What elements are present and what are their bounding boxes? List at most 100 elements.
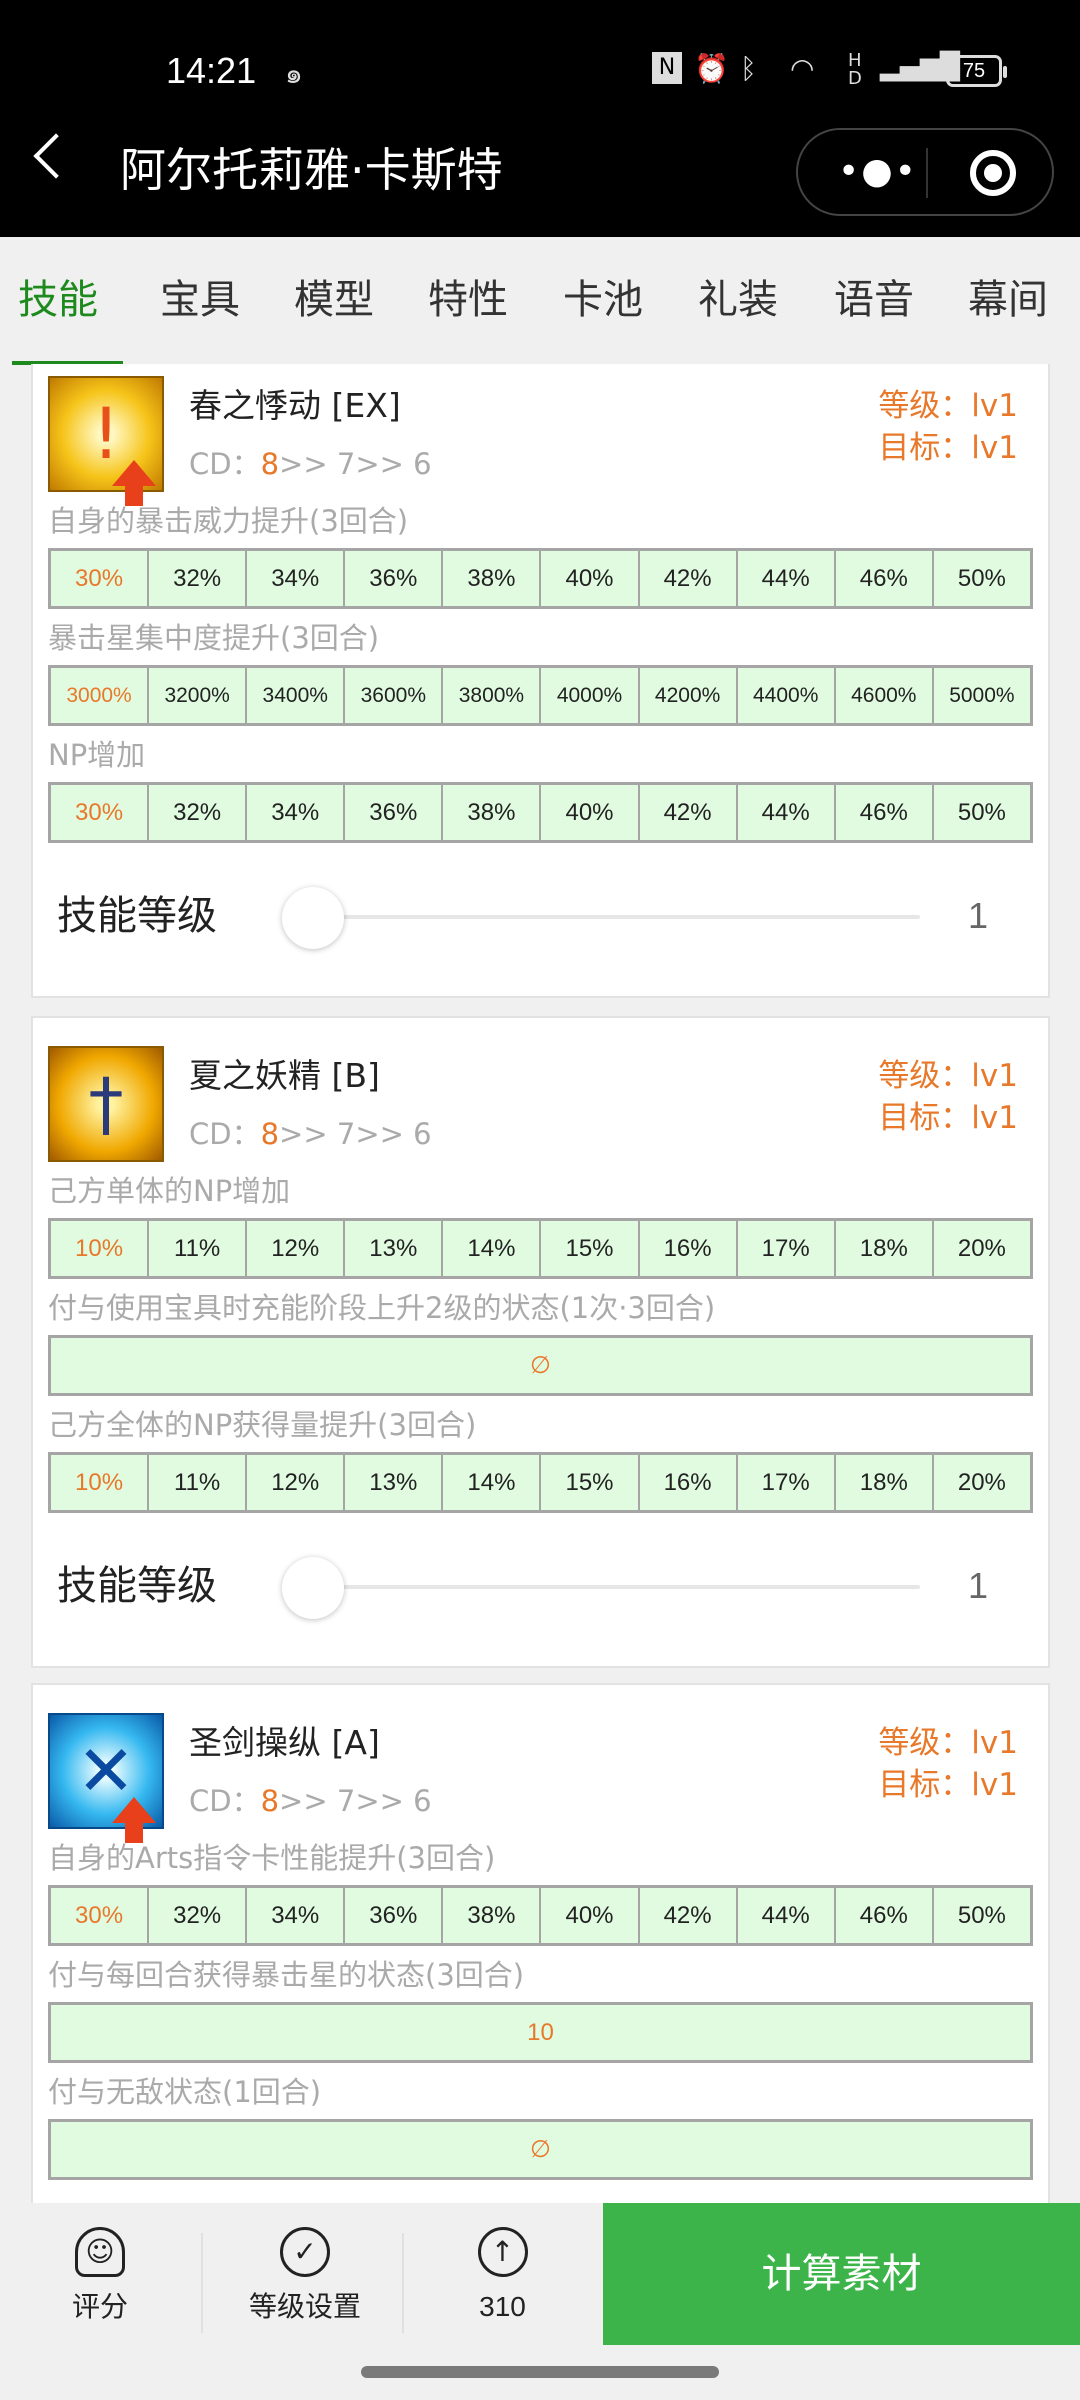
tab-bar: 技能 宝具 模型 特性 卡池 礼装 语音 幕间 [0, 237, 1080, 365]
level-settings-label: 等级设置 [248, 2290, 361, 2323]
scroll-top-button[interactable]: ↑ 310 [420, 2203, 585, 2345]
tab-4[interactable]: 卡池 [563, 277, 643, 323]
value-cell: 10 [527, 2019, 554, 2046]
cooldown: CD：8>> 7>> 6 [189, 1781, 432, 1821]
calculate-materials-button[interactable]: 计算素材 [603, 2203, 1080, 2345]
value-cell: 30% [51, 551, 150, 606]
weibo-icon: ๑ [285, 57, 303, 90]
value-cell: 46% [836, 785, 934, 840]
level-settings-button[interactable]: ✓ 等级设置 [210, 2203, 400, 2345]
skill-name: 夏之妖精 [B] [189, 1056, 380, 1095]
effect-values-table: 10% 11% 12% 13% 14% 15% 16% 17% 18% 20% [48, 1452, 1033, 1513]
rate-button[interactable]: ☺ 评分 [30, 2203, 170, 2345]
skill-level-slider[interactable] [312, 915, 920, 919]
value-cell: 34% [247, 551, 346, 606]
value-cell: 14% [443, 1455, 542, 1510]
skill-target-level: 目标：lv1 [878, 430, 1018, 466]
skill-level-slider-row: 技能等级 1 [48, 1513, 1033, 1653]
divider [402, 2233, 404, 2333]
slider-value: 1 [968, 895, 989, 936]
value-cell: 32% [149, 1888, 248, 1943]
effect-description: 付与每回合获得暴击星的状态(3回合) [48, 1958, 525, 1992]
value-cell: 38% [443, 551, 542, 606]
effect-values-table: 30% 32% 34% 36% 38% 40% 42% 44% 46% 50% [48, 782, 1033, 843]
slider-label: 技能等级 [57, 1563, 217, 1609]
bluetooth-icon: ᛒ [740, 52, 757, 85]
effect-description: 付与无敌状态(1回合) [48, 2075, 322, 2109]
value-cell: 4000% [541, 668, 640, 723]
cd-current: 8 [260, 1784, 280, 1818]
value-cell: 50% [957, 1902, 1006, 1929]
active-tab-indicator [12, 361, 123, 365]
skill-name: 圣剑操纵 [A] [189, 1723, 380, 1762]
effect-values-table: 10 [48, 2002, 1033, 2063]
value-cell: 42% [640, 785, 738, 840]
skill-level-slider[interactable] [312, 1585, 920, 1589]
value-cell: 5000% [949, 684, 1015, 707]
back-button[interactable] [33, 133, 79, 179]
skill-header: † 夏之妖精 [B] CD：8>> 7>> 6 等级：lv1 目标：lv1 [48, 1046, 1033, 1162]
skill-target-level: 目标：lv1 [878, 1767, 1018, 1803]
nfc-icon: N [652, 52, 682, 84]
bottom-bar: ☺ 评分 ✓ 等级设置 ↑ 310 计算素材 [0, 2203, 1080, 2345]
check-circle-icon: ✓ [280, 2227, 330, 2277]
sword-icon: † [48, 1046, 164, 1162]
skill-card: ! 春之悸动 [EX] CD：8>> 7>> 6 等级：lv1 目标：lv1 自身的暴击威… [31, 364, 1050, 998]
cd-label: CD： [189, 1784, 261, 1818]
up-count: 310 [479, 2291, 526, 2322]
value-cell: 18% [836, 1221, 934, 1276]
icon-glyph: † [88, 1063, 124, 1145]
skill-card: † 夏之妖精 [B] CD：8>> 7>> 6 等级：lv1 目标：lv1 己方单体的NP… [31, 1016, 1050, 1668]
slider-handle[interactable] [282, 887, 344, 949]
tab-2[interactable]: 模型 [294, 277, 374, 323]
value-cell: 11% [149, 1455, 248, 1510]
tab-6[interactable]: 语音 [834, 277, 914, 323]
value-cell: 16% [640, 1455, 738, 1510]
value-cell: 44% [738, 785, 836, 840]
mini-program-capsule: •●• [796, 128, 1054, 216]
skills-list[interactable]: ! 春之悸动 [EX] CD：8>> 7>> 6 等级：lv1 目标：lv1 自身的暴击威… [0, 364, 1080, 2203]
tab-0[interactable]: 技能 [18, 277, 98, 323]
target-circle-icon[interactable] [970, 150, 1016, 196]
value-cell: 12% [247, 1221, 346, 1276]
slider-label: 技能等级 [57, 893, 217, 939]
tab-5[interactable]: 礼装 [698, 277, 778, 323]
effect-values-table: 30% 32% 34% 36% 38% 40% 42% 44% 46% 50% [48, 548, 1033, 609]
value-cell: 20% [957, 1235, 1006, 1262]
skill-level: 等级：lv1 [878, 388, 1018, 424]
value-cell: 3600% [345, 668, 444, 723]
value-cell: 15% [541, 1455, 640, 1510]
rate-label: 评分 [71, 2290, 128, 2323]
wifi-icon: ◠ [790, 52, 815, 85]
skill-level-slider-row: 技能等级 1 [48, 843, 1033, 983]
value-cell: 3800% [443, 668, 542, 723]
value-cell: 17% [738, 1455, 836, 1510]
cd-rest: >> 7>> 6 [279, 1784, 432, 1818]
effect-description: 己方全体的NP获得量提升(3回合) [48, 1408, 477, 1442]
tab-1[interactable]: 宝具 [160, 277, 240, 323]
effect-description: 暴击星集中度提升(3回合) [48, 621, 380, 655]
cooldown: CD：8>> 7>> 6 [189, 1114, 432, 1154]
tab-7[interactable]: 幕间 [968, 277, 1048, 323]
home-indicator[interactable] [361, 2366, 719, 2378]
value-cell: 50% [957, 799, 1006, 826]
value-cell: 16% [640, 1221, 738, 1276]
value-cell: 40% [541, 551, 640, 606]
value-cell: 40% [541, 785, 640, 840]
cd-rest: >> 7>> 6 [279, 447, 432, 481]
slider-handle[interactable] [282, 1557, 344, 1619]
arrow-up-icon [112, 460, 156, 506]
tab-3[interactable]: 特性 [428, 277, 508, 323]
more-dots-icon[interactable]: •●• [838, 151, 918, 192]
value-cell: 36% [345, 785, 444, 840]
value-cell: 44% [738, 1888, 836, 1943]
value-cell: 30% [51, 785, 150, 840]
effect-description: 自身的暴击威力提升(3回合) [48, 504, 409, 538]
skill-card: ✕ 圣剑操纵 [A] CD：8>> 7>> 6 等级：lv1 目标：lv1 自身的Arts… [31, 1683, 1050, 2203]
cooldown: CD：8>> 7>> 6 [189, 444, 432, 484]
slider-value: 1 [968, 1565, 989, 1606]
value-cell: 12% [247, 1455, 346, 1510]
value-cell: 15% [541, 1221, 640, 1276]
value-cell: 30% [51, 1888, 150, 1943]
